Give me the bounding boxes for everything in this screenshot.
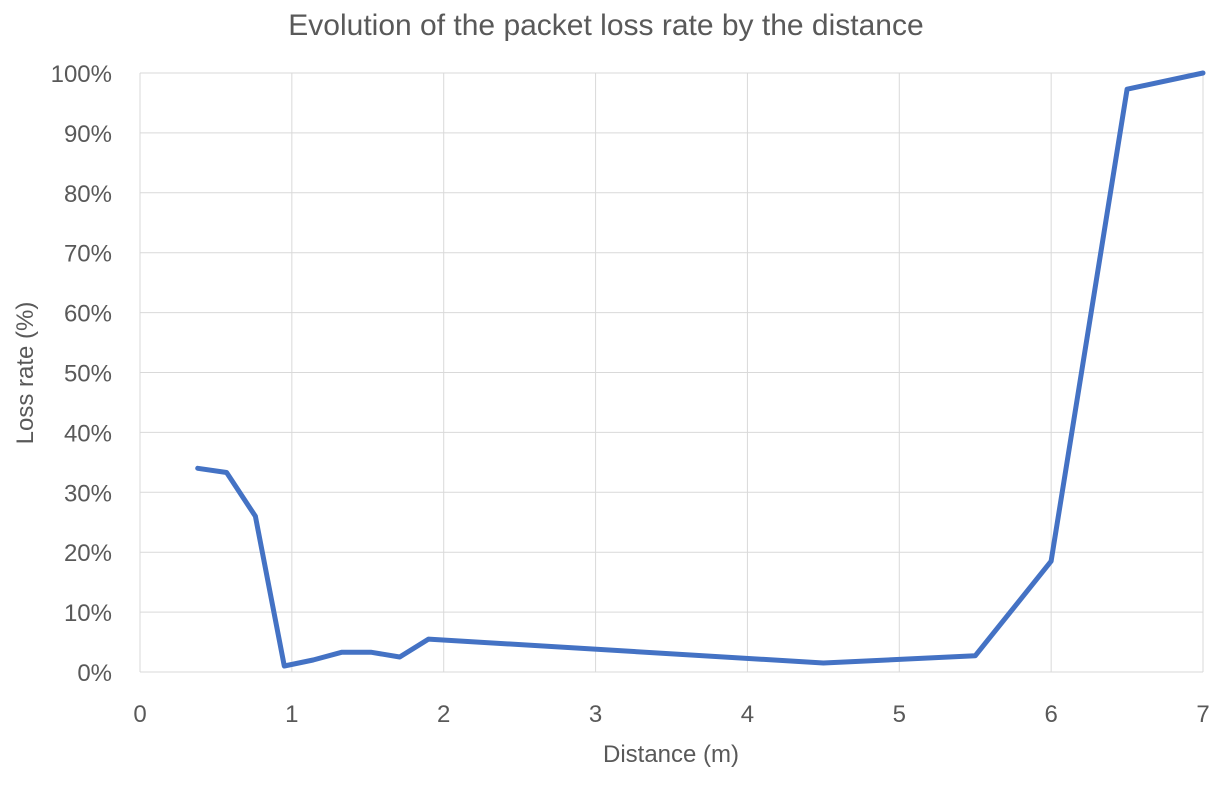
y-tick-label: 90% bbox=[64, 121, 112, 148]
y-axis-title: Loss rate (%) bbox=[12, 302, 39, 445]
y-tick-label: 100% bbox=[51, 61, 112, 88]
x-tick-label: 7 bbox=[1196, 701, 1209, 728]
x-tick-label: 4 bbox=[741, 701, 754, 728]
series-line bbox=[195, 70, 1206, 669]
y-tick-label: 80% bbox=[64, 181, 112, 208]
x-axis-title: Distance (m) bbox=[603, 741, 739, 768]
x-tick-label: 1 bbox=[285, 701, 298, 728]
y-tick-label: 0% bbox=[77, 660, 112, 687]
x-tick-label: 6 bbox=[1044, 701, 1057, 728]
x-tick-label: 5 bbox=[893, 701, 906, 728]
x-axis: 0 1 2 3 4 5 6 7 bbox=[133, 701, 1209, 728]
chart-title: Evolution of the packet loss rate by the… bbox=[288, 9, 923, 42]
y-tick-label: 70% bbox=[64, 241, 112, 268]
x-tick-label: 0 bbox=[133, 701, 146, 728]
y-tick-label: 20% bbox=[64, 540, 112, 567]
y-axis: 0% 10% 20% 30% 40% 50% 60% 70% 80% 90% 100% bbox=[51, 61, 112, 687]
y-tick-label: 60% bbox=[64, 301, 112, 328]
y-tick-label: 10% bbox=[64, 600, 112, 627]
gridlines bbox=[139, 72, 1204, 673]
y-tick-label: 50% bbox=[64, 361, 112, 388]
x-tick-label: 3 bbox=[589, 701, 602, 728]
y-tick-label: 30% bbox=[64, 480, 112, 507]
series-layer bbox=[195, 70, 1206, 669]
y-tick-label: 40% bbox=[64, 420, 112, 447]
x-tick-label: 2 bbox=[437, 701, 450, 728]
